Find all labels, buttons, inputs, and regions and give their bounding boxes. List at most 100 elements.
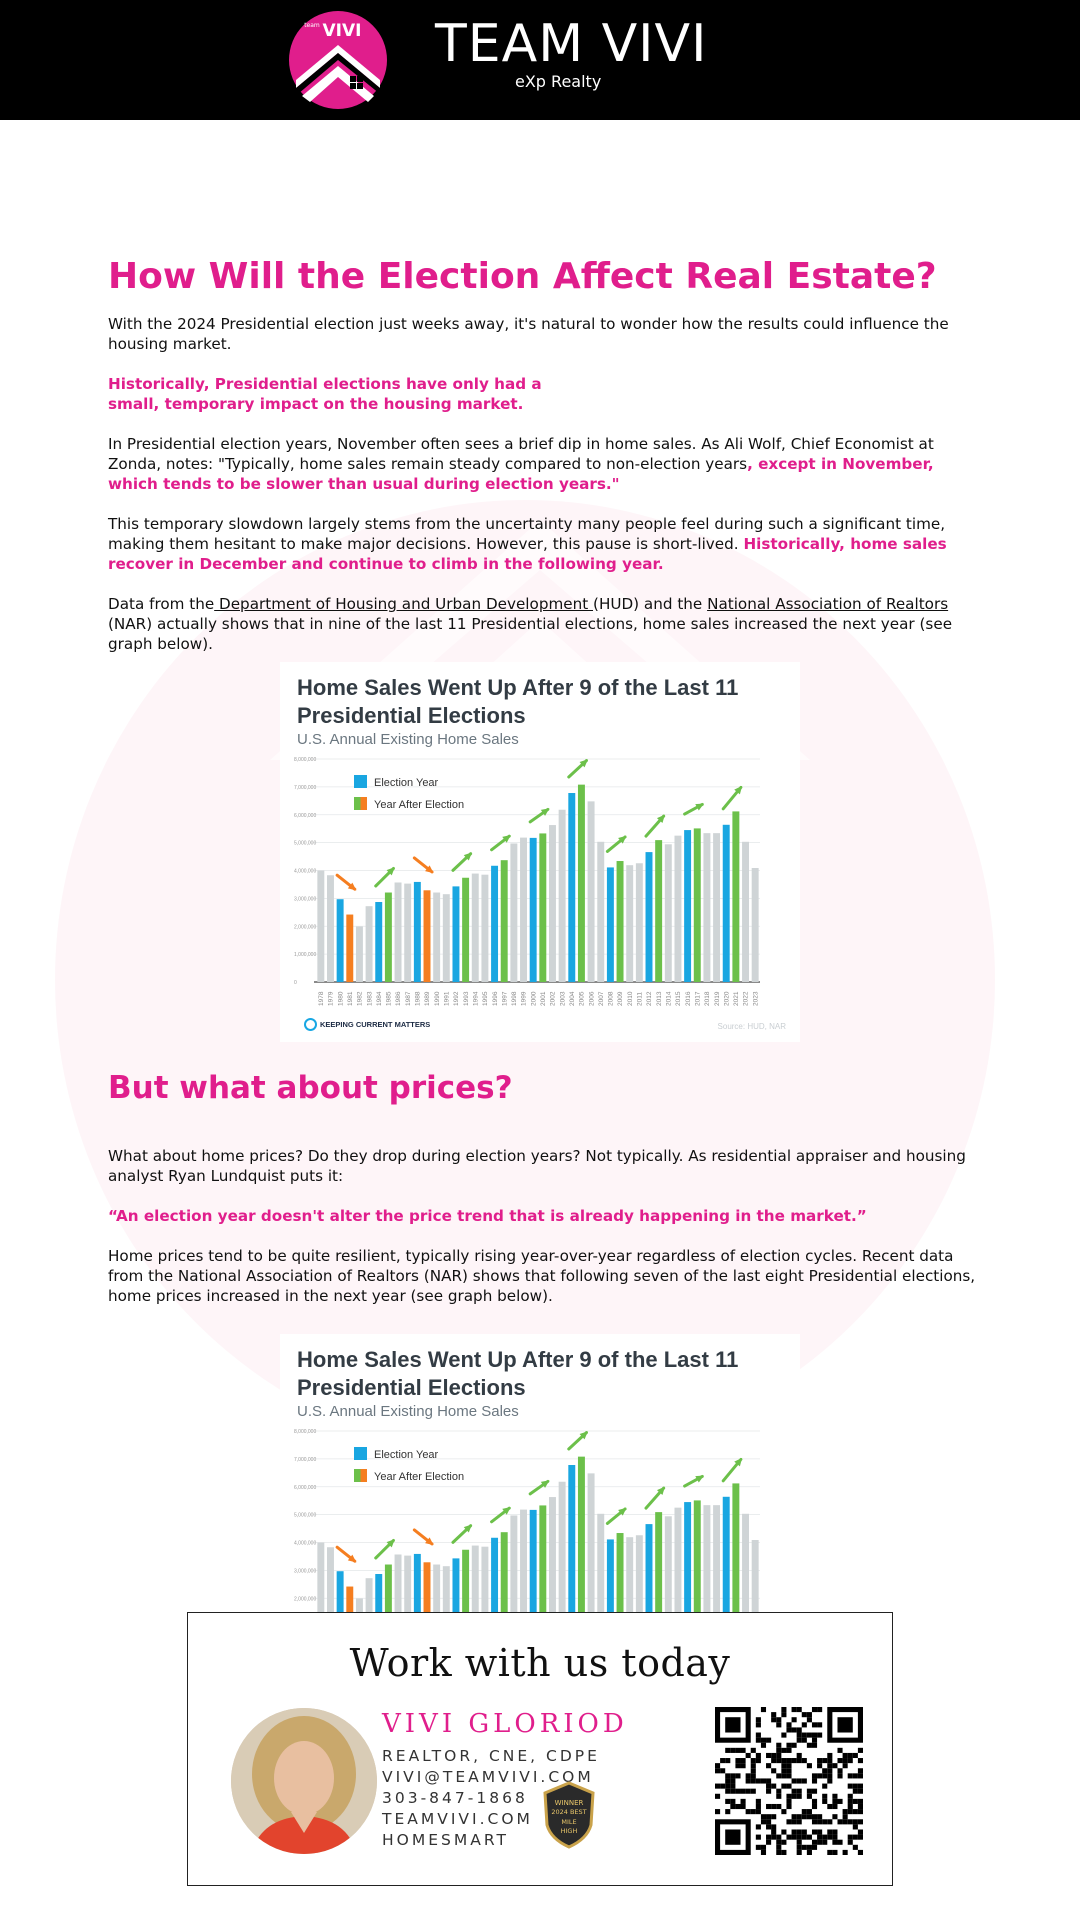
- x-tick-label: 1980: [337, 991, 344, 1006]
- agent-website[interactable]: TEAMVIVI.COM: [382, 1810, 533, 1828]
- bar: [664, 844, 672, 982]
- bar: [635, 1535, 643, 1654]
- y-tick-label: 4,000,000: [294, 869, 316, 875]
- hud-link[interactable]: Department of Housing and Urban Developm…: [214, 595, 594, 613]
- badge-line-2: 2024 BEST: [551, 1808, 586, 1816]
- qr-code[interactable]: [715, 1707, 863, 1855]
- bar: [558, 809, 566, 982]
- bar: [471, 1545, 479, 1654]
- bar: [442, 1566, 450, 1654]
- x-tick-label: 2021: [733, 991, 740, 1006]
- november-text: In Presidential election years, November…: [108, 435, 934, 473]
- bar: [693, 828, 701, 982]
- y-tick-label: 0: [294, 980, 297, 986]
- bar: [587, 1473, 595, 1654]
- bar: [317, 870, 325, 982]
- bar: [384, 1564, 392, 1654]
- intro-paragraph: With the 2024 Presidential election just…: [108, 315, 949, 353]
- november-paragraph: In Presidential election years, November…: [108, 434, 980, 494]
- agent-phone[interactable]: 303-847-1868: [382, 1789, 528, 1807]
- contact-card: Work with us today VIVI GLORIOD REALTOR,…: [187, 1612, 893, 1886]
- x-tick-label: 1985: [386, 991, 393, 1006]
- y-tick-label: 8,000,000: [294, 1429, 316, 1435]
- y-tick-label: 6,000,000: [294, 813, 316, 819]
- agent-brokerage: HOMESMART: [382, 1831, 509, 1849]
- bar: [442, 894, 450, 982]
- x-tick-label: 2012: [646, 991, 653, 1006]
- x-tick-label: 1995: [482, 991, 489, 1006]
- slowdown-text: This temporary slowdown largely stems fr…: [108, 515, 946, 553]
- x-tick-label: 1992: [453, 991, 460, 1006]
- legend-label-election: Election Year: [374, 1449, 439, 1461]
- x-tick-label: 2000: [530, 991, 537, 1006]
- x-tick-label: 2009: [617, 991, 624, 1006]
- trend-arrowhead: [540, 1480, 550, 1488]
- x-tick-label: 2018: [704, 991, 711, 1006]
- x-tick-label: 2008: [608, 991, 615, 1006]
- legend-swatch-after-up: [354, 797, 361, 810]
- x-tick-label: 1988: [415, 991, 422, 1006]
- bar: [355, 926, 363, 982]
- x-tick-label: 1981: [347, 991, 354, 1006]
- bar: [433, 1564, 441, 1654]
- bar: [413, 1553, 421, 1654]
- bar: [626, 865, 634, 982]
- trend-arrowhead: [463, 852, 473, 861]
- bar: [471, 873, 479, 982]
- article-title: How Will the Election Affect Real Estate…: [108, 256, 937, 297]
- bar: [433, 892, 441, 982]
- agent-email[interactable]: VIVI@TEAMVIVI.COM: [382, 1768, 594, 1786]
- x-tick-label: 2015: [675, 991, 682, 1006]
- trend-arrowhead: [425, 865, 434, 874]
- bar: [327, 1547, 334, 1654]
- legend-swatch-after-down: [360, 1469, 367, 1482]
- x-tick-label: 2016: [685, 991, 692, 1006]
- x-tick-label: 2002: [550, 991, 557, 1006]
- bar: [529, 1509, 537, 1654]
- bar: [703, 833, 711, 982]
- chart-source: Source: HUD, NAR: [717, 1022, 786, 1031]
- chart-title: Home Sales Went Up After 9 of the Last 1…: [297, 675, 739, 728]
- bar: [626, 1537, 634, 1654]
- bar: [510, 1515, 518, 1654]
- legend-label-election: Election Year: [374, 777, 439, 789]
- data-text-a: Data from the: [108, 595, 215, 613]
- badge-line-4: HIGH: [561, 1827, 578, 1835]
- bar: [568, 793, 576, 982]
- agent-photo: [231, 1708, 377, 1854]
- callout-line-1: Historically, Presidential elections hav…: [108, 375, 542, 393]
- trend-arrowhead: [695, 803, 705, 811]
- x-tick-label: 1982: [357, 991, 364, 1006]
- bar: [684, 830, 692, 982]
- team-vivi-logo[interactable]: VIVI team: [288, 10, 388, 110]
- x-tick-label: 2017: [694, 991, 701, 1006]
- bar: [722, 1496, 730, 1654]
- bar: [481, 874, 489, 982]
- data-text-c: (NAR) actually shows that in nine of the…: [108, 615, 953, 653]
- bar: [549, 825, 556, 982]
- bar: [703, 1505, 711, 1654]
- trend-arrowhead: [618, 835, 627, 844]
- nar-link[interactable]: National Association of Realtors: [707, 595, 949, 613]
- bar: [713, 1505, 721, 1654]
- bar: [423, 1562, 431, 1654]
- chart-subtitle: U.S. Annual Existing Home Sales: [297, 1403, 519, 1420]
- trend-arrowhead: [425, 1537, 434, 1546]
- x-tick-label: 1989: [424, 991, 431, 1006]
- bar: [616, 1533, 624, 1654]
- bar: [616, 861, 624, 982]
- bar: [317, 1542, 325, 1654]
- bar: [732, 811, 740, 982]
- bar: [568, 1465, 576, 1654]
- bar: [375, 901, 383, 982]
- bar: [635, 863, 643, 982]
- bar: [452, 886, 460, 982]
- x-tick-label: 2020: [723, 991, 730, 1006]
- bar: [462, 877, 470, 982]
- slowdown-paragraph: This temporary slowdown largely stems fr…: [108, 514, 980, 574]
- y-tick-label: 1,000,000: [294, 952, 316, 958]
- x-tick-label: 2006: [588, 991, 595, 1006]
- brand-title: TEAM VIVI: [435, 14, 708, 74]
- x-tick-label: 1987: [405, 991, 412, 1006]
- bar: [655, 840, 663, 982]
